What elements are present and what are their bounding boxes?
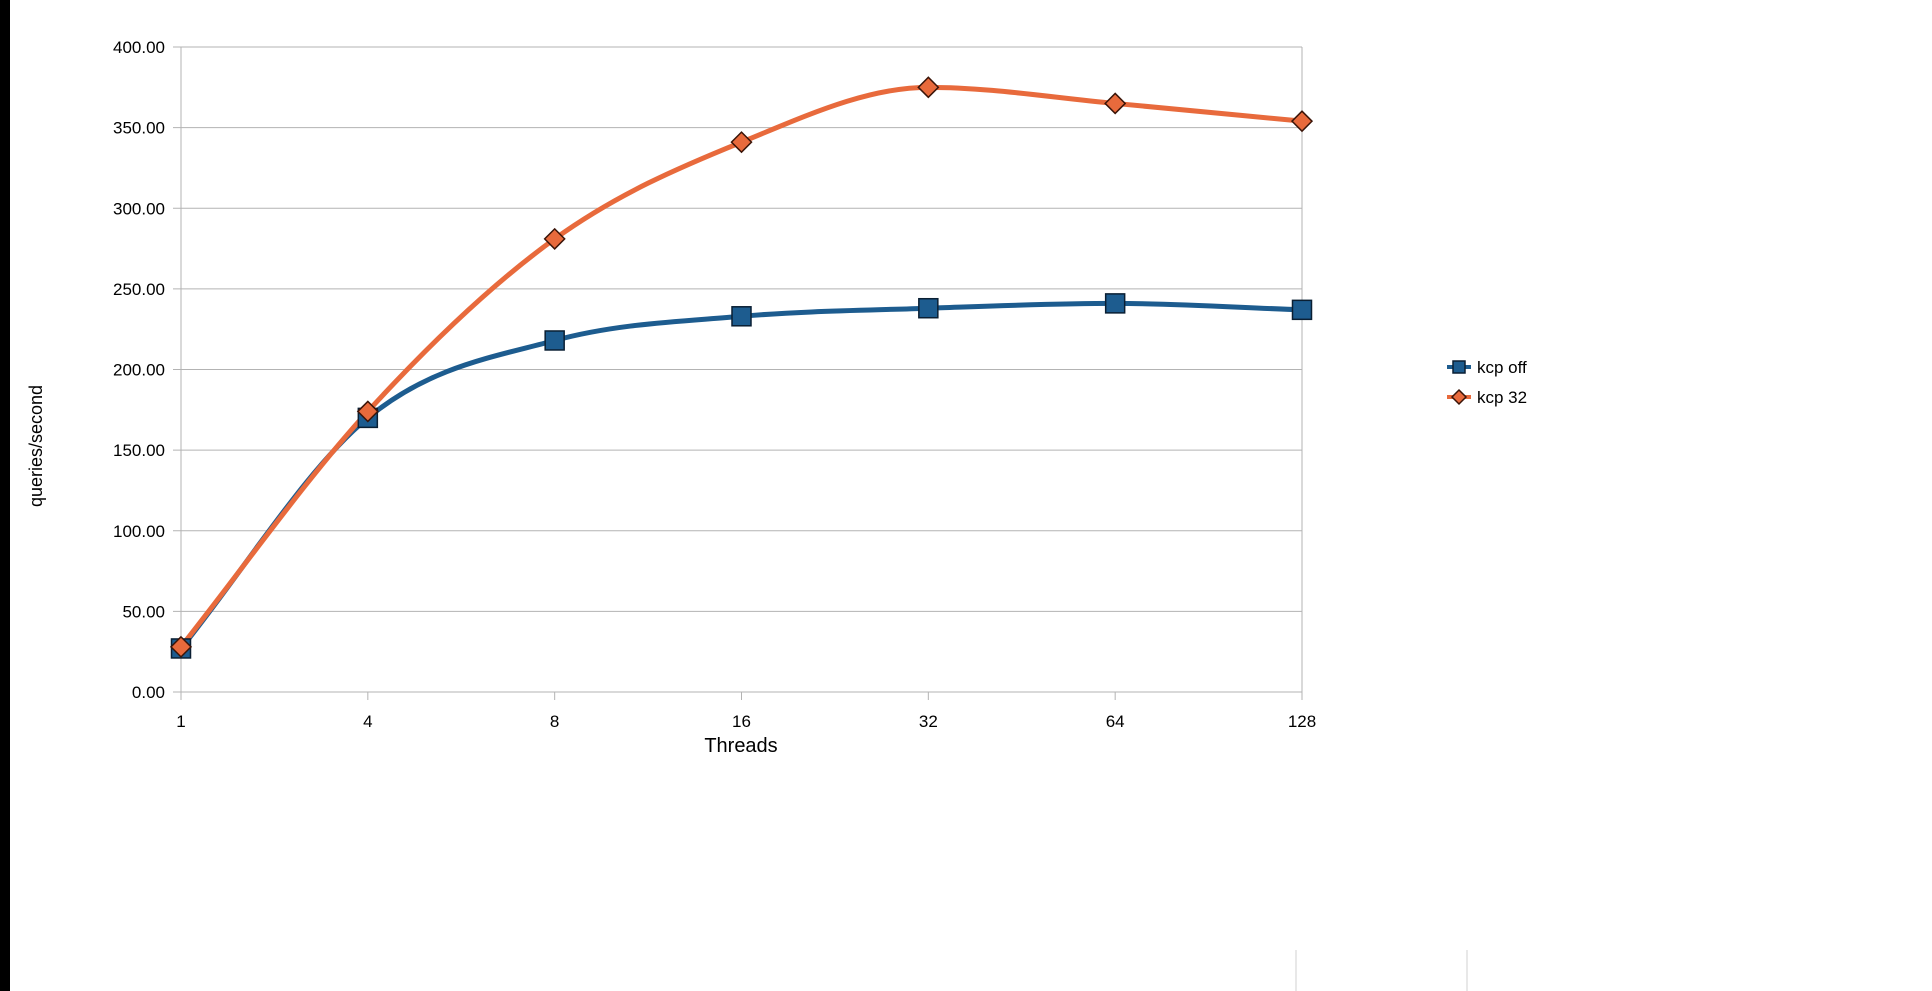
- y-tick-label: 0.00: [132, 683, 165, 702]
- y-tick-label: 200.00: [113, 361, 165, 380]
- data-point: [730, 131, 753, 154]
- y-tick-label: 250.00: [113, 280, 165, 299]
- y-tick-label: 400.00: [113, 38, 165, 57]
- legend-label: kcp off: [1477, 358, 1527, 377]
- legend-marker: [1452, 360, 1466, 374]
- x-tick-label: 4: [363, 712, 372, 731]
- legend: kcp off kcp 32: [1447, 358, 1527, 407]
- y-axis-title: queries/second: [26, 385, 46, 507]
- data-point: [731, 306, 752, 327]
- y-tick-label: 50.00: [122, 602, 165, 621]
- x-tick-label: 32: [919, 712, 938, 731]
- data-point: [1104, 293, 1126, 314]
- data-point: [917, 76, 940, 99]
- y-tick-label: 100.00: [113, 522, 165, 541]
- data-point: [1290, 110, 1314, 133]
- legend-label: kcp 32: [1477, 388, 1527, 407]
- data-point: [169, 635, 193, 658]
- x-axis-title: Threads: [704, 735, 777, 757]
- x-tick-label: 128: [1288, 712, 1316, 731]
- axes: 0.00 50.00 100.00 150.00 200.00 250.00 300.00 3…: [113, 38, 1316, 731]
- series-markers: [169, 76, 1314, 659]
- legend-marker: [1450, 388, 1468, 406]
- data-point: [918, 297, 939, 319]
- chart-background: [10, 0, 1932, 991]
- data-point: [544, 330, 565, 351]
- x-tick-label: 64: [1106, 712, 1125, 731]
- data-point: [543, 227, 566, 250]
- y-tick-label: 150.00: [113, 441, 165, 460]
- data-point: [1291, 299, 1313, 321]
- x-tick-label: 1: [176, 712, 185, 731]
- x-tick-label: 8: [550, 712, 559, 731]
- x-tick-label: 16: [732, 712, 751, 731]
- y-tick-label: 350.00: [113, 119, 165, 138]
- data-point: [1104, 92, 1127, 115]
- y-tick-label: 300.00: [113, 199, 165, 218]
- grid-lines: [181, 46, 1302, 612]
- data-point: [356, 400, 379, 423]
